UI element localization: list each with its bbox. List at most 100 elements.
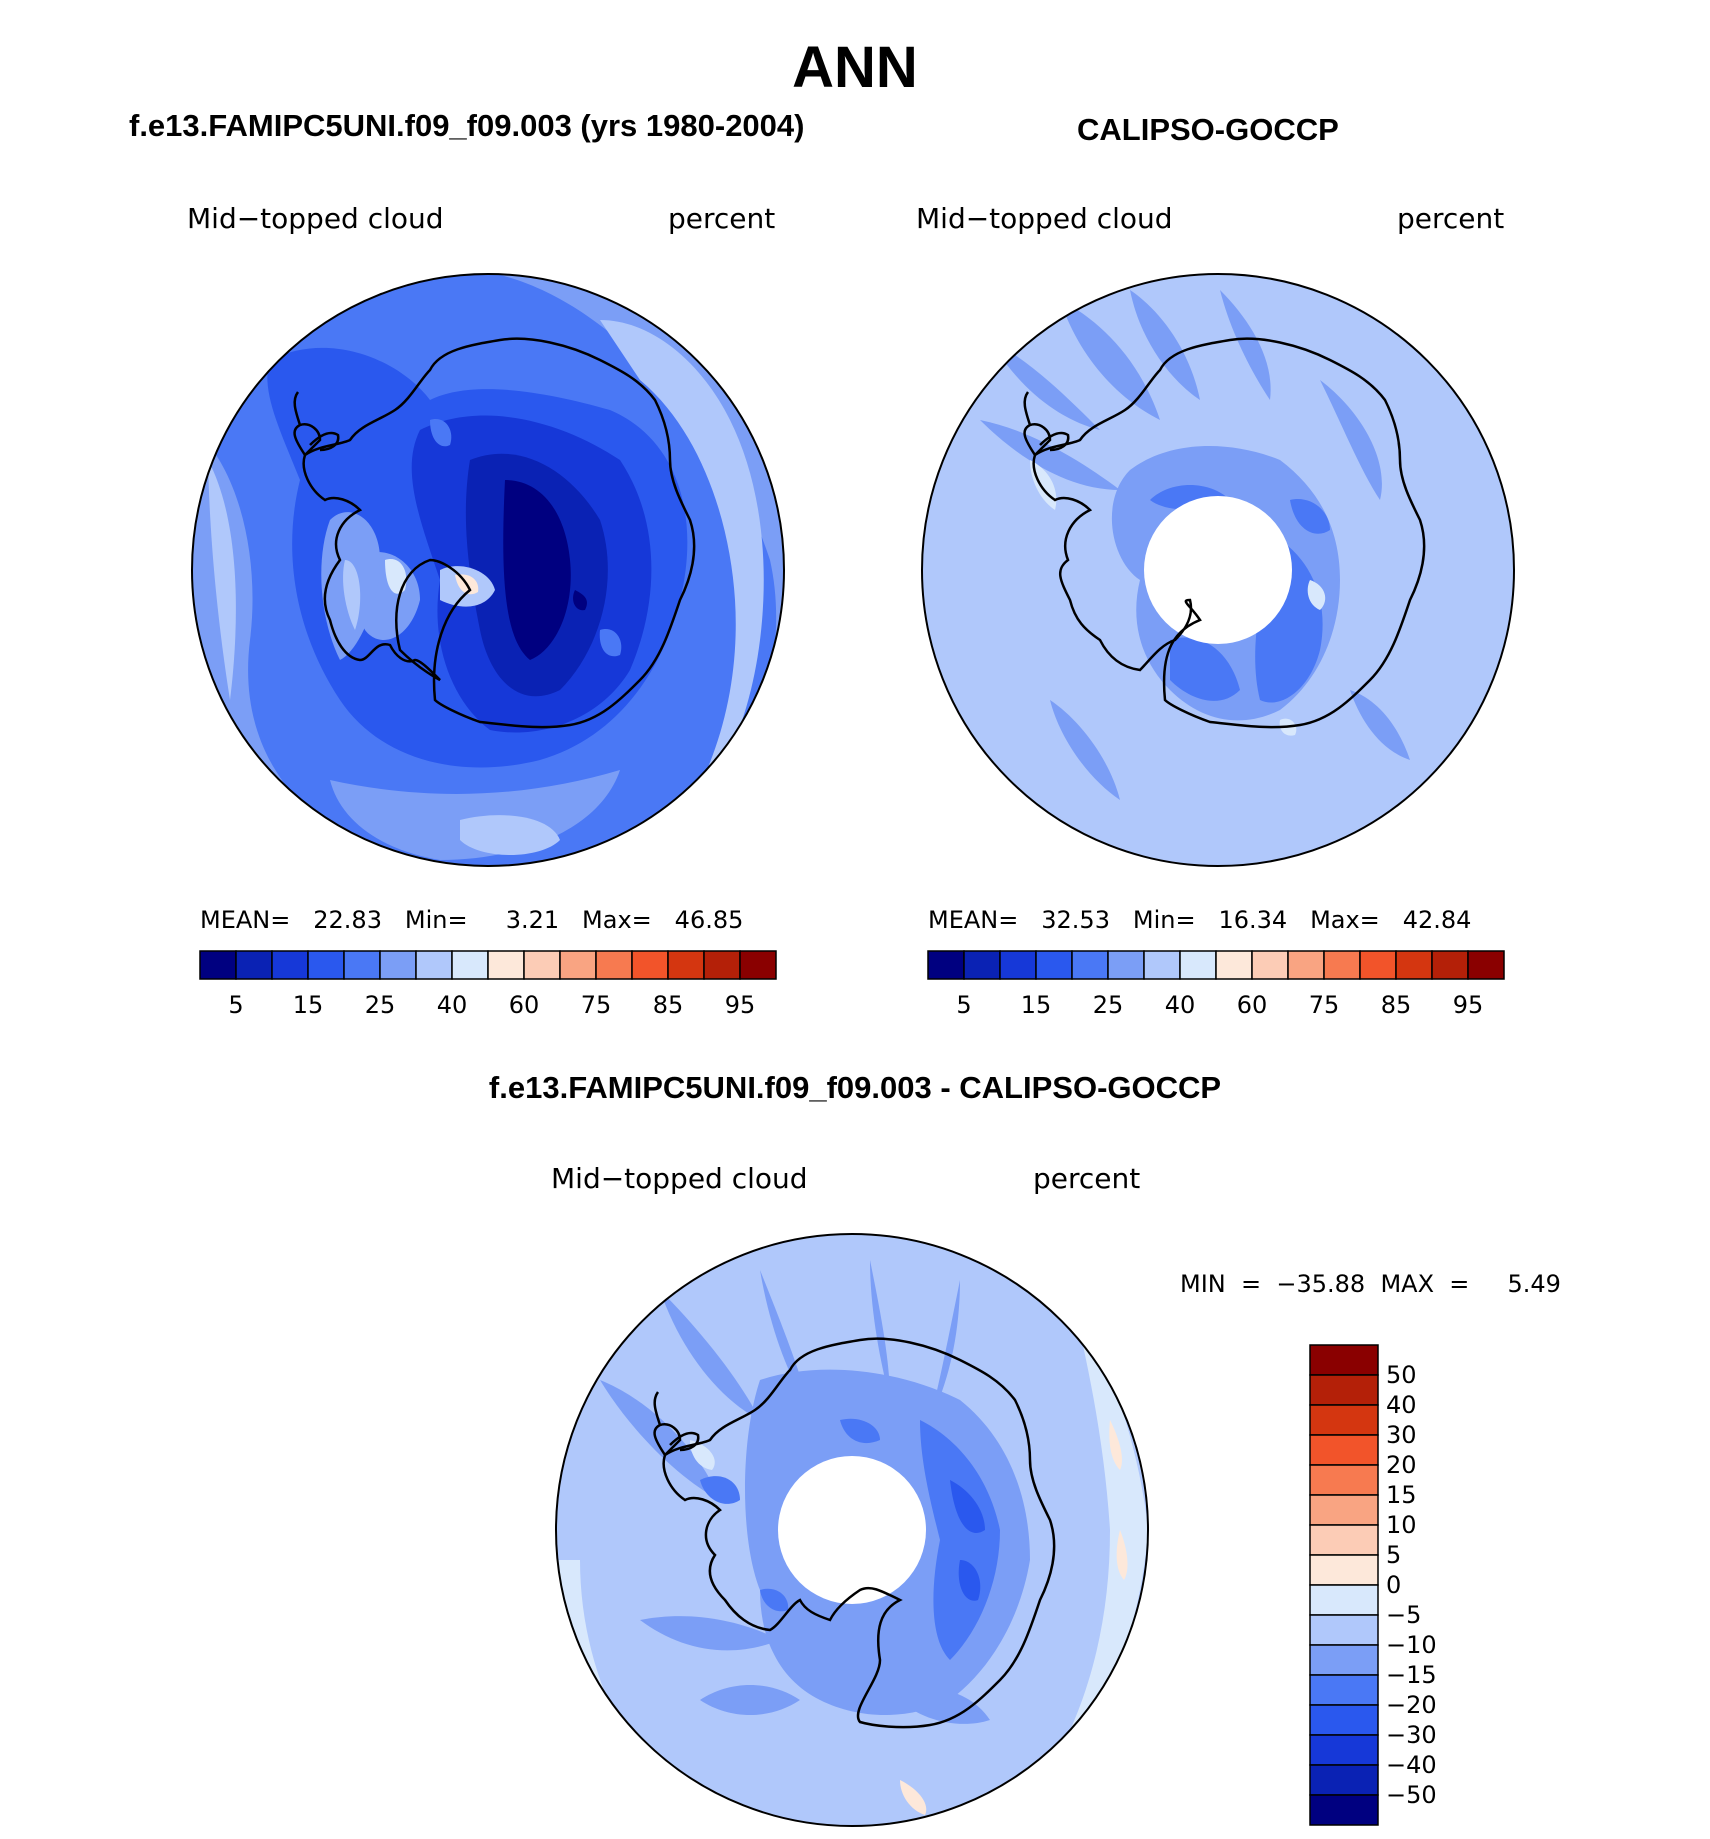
min-value: 16.34	[1218, 906, 1288, 934]
colorbar-swatch	[1395, 950, 1433, 980]
colorbar-tick-label: −30	[1386, 1721, 1437, 1749]
colorbar-swatch	[1309, 1584, 1379, 1616]
colorbar-tick-label: 75	[580, 991, 612, 1019]
colorbar-swatch	[1309, 1644, 1379, 1676]
diff-coastline	[653, 1337, 1056, 1729]
obs-map	[922, 274, 1514, 866]
colorbar-swatch	[199, 950, 237, 980]
colorbar-tick-label: 5	[228, 991, 244, 1019]
colorbar-tick-label: −5	[1386, 1601, 1422, 1629]
obs-panel-header: CALIPSO-GOCCP	[1077, 112, 1339, 147]
colorbar-tick-label: 10	[1386, 1511, 1417, 1539]
colorbar-tick-label: 25	[364, 991, 396, 1019]
colorbar-swatch	[1179, 950, 1217, 980]
diff-map	[556, 1234, 1148, 1826]
colorbar-tick-label: 25	[1092, 991, 1124, 1019]
colorbar-swatch	[595, 950, 633, 980]
colorbar-swatch	[1251, 950, 1289, 980]
max-label: Max=	[1310, 906, 1380, 934]
max-value: 42.84	[1402, 906, 1472, 934]
colorbar-tick-label: 85	[652, 991, 684, 1019]
colorbar-swatch	[631, 950, 669, 980]
diff-panel-header: f.e13.FAMIPC5UNI.f09_f09.003 - CALIPSO-G…	[488, 1070, 1222, 1105]
diff-colorbar	[1309, 1344, 1379, 1826]
mean-value: 32.53	[1041, 906, 1110, 934]
figure-title: ANN	[792, 35, 918, 100]
colorbar-swatch	[1071, 950, 1109, 980]
colorbar-tick-label: −10	[1386, 1631, 1437, 1659]
max-value: 46.85	[674, 906, 744, 934]
obs-map-border	[921, 273, 1515, 867]
colorbar-tick-label: 60	[508, 991, 540, 1019]
colorbar-swatch	[559, 950, 597, 980]
colorbar-swatch	[739, 950, 777, 980]
colorbar-tick-label: 30	[1386, 1421, 1417, 1449]
colorbar-swatch	[1143, 950, 1181, 980]
min-label: Min=	[1132, 906, 1196, 934]
mean-label: MEAN=	[928, 906, 1019, 934]
model-map-border	[191, 273, 785, 867]
colorbar-tick-label: 15	[1020, 991, 1052, 1019]
colorbar-tick-label: 40	[436, 991, 468, 1019]
model-units-label: percent	[668, 202, 776, 235]
colorbar-swatch	[235, 950, 273, 980]
colorbar-swatch	[1309, 1734, 1379, 1766]
colorbar-tick-label: 5	[1386, 1541, 1402, 1569]
colorbar-swatch	[1309, 1344, 1379, 1376]
model-coastline	[293, 337, 696, 729]
model-variable-label: Mid−topped cloud	[187, 202, 444, 235]
colorbar-swatch	[1309, 1404, 1379, 1436]
colorbar-swatch	[1309, 1464, 1379, 1496]
colorbar-tick-label: 75	[1308, 991, 1340, 1019]
max-label: Max=	[582, 906, 652, 934]
colorbar-tick-label: −15	[1386, 1661, 1437, 1689]
colorbar-swatch	[1309, 1494, 1379, 1526]
colorbar-swatch	[415, 950, 453, 980]
colorbar-tick-label: −50	[1386, 1781, 1437, 1809]
colorbar-swatch	[1431, 950, 1469, 980]
diff-variable-label: Mid−topped cloud	[551, 1162, 808, 1195]
colorbar-swatch	[487, 950, 525, 980]
colorbar-swatch	[963, 950, 1001, 980]
colorbar-swatch	[667, 950, 705, 980]
colorbar-tick-label: −40	[1386, 1751, 1437, 1779]
obs-coastline	[1023, 337, 1426, 729]
obs-colorbar	[927, 950, 1505, 980]
colorbar-swatch	[1323, 950, 1361, 980]
colorbar-swatch	[1287, 950, 1325, 980]
colorbar-swatch	[307, 950, 345, 980]
colorbar-swatch	[1309, 1614, 1379, 1646]
colorbar-swatch	[1215, 950, 1253, 980]
colorbar-swatch	[1107, 950, 1145, 980]
colorbar-swatch	[451, 950, 489, 980]
colorbar-tick-label: 20	[1386, 1451, 1417, 1479]
colorbar-swatch	[1309, 1764, 1379, 1796]
colorbar-tick-label: −20	[1386, 1691, 1437, 1719]
model-panel-header: f.e13.FAMIPC5UNI.f09_f09.003 (yrs 1980-2…	[129, 108, 805, 143]
colorbar-tick-label: 60	[1236, 991, 1268, 1019]
model-colorbar	[199, 950, 777, 980]
colorbar-swatch	[1309, 1374, 1379, 1406]
diff-map-border	[555, 1233, 1149, 1827]
colorbar-swatch	[927, 950, 965, 980]
colorbar-tick-label: 15	[1386, 1481, 1417, 1509]
colorbar-swatch	[1309, 1794, 1379, 1826]
colorbar-swatch	[1309, 1524, 1379, 1556]
colorbar-tick-label: 85	[1380, 991, 1412, 1019]
diff-units-label: percent	[1033, 1162, 1141, 1195]
colorbar-tick-label: 95	[1452, 991, 1484, 1019]
colorbar-swatch	[1359, 950, 1397, 980]
mean-label: MEAN=	[200, 906, 291, 934]
colorbar-swatch	[523, 950, 561, 980]
mean-value: 22.83	[313, 906, 382, 934]
colorbar-tick-label: 15	[292, 991, 324, 1019]
colorbar-tick-label: 40	[1386, 1391, 1417, 1419]
colorbar-swatch	[343, 950, 381, 980]
colorbar-swatch	[1467, 950, 1505, 980]
colorbar-swatch	[1309, 1434, 1379, 1466]
colorbar-tick-label: 40	[1164, 991, 1196, 1019]
min-value: 3.21	[505, 906, 560, 934]
obs-variable-label: Mid−topped cloud	[916, 202, 1173, 235]
colorbar-tick-label: 95	[724, 991, 756, 1019]
